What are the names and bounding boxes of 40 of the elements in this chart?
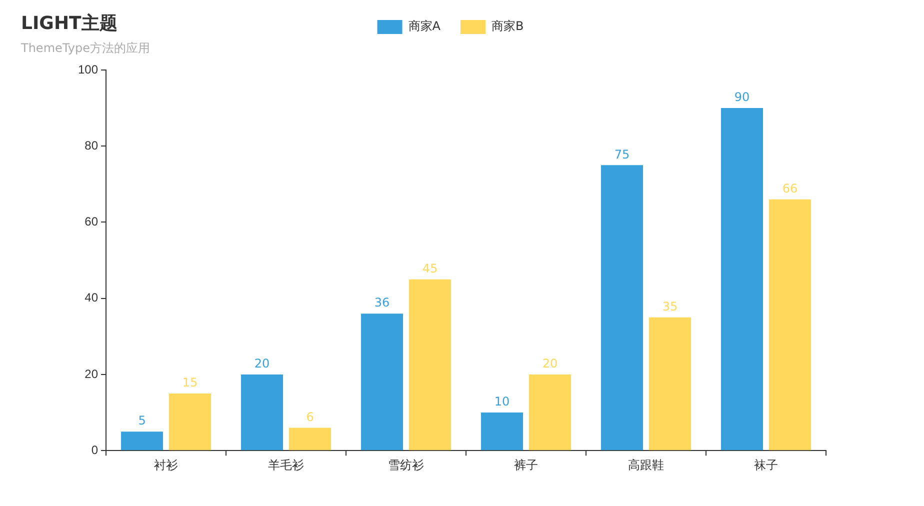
x-tick-label: 高跟鞋 — [628, 458, 664, 472]
data-label: 20 — [542, 356, 558, 371]
chart-title: LIGHT主题 — [21, 12, 118, 35]
data-label: 45 — [422, 261, 438, 276]
bar — [601, 165, 644, 450]
bar — [481, 412, 524, 450]
bar — [121, 432, 164, 450]
x-tick-label: 雪纺衫 — [388, 458, 424, 472]
bar — [721, 108, 763, 450]
data-label: 20 — [254, 356, 270, 371]
bar — [289, 428, 332, 450]
data-label: 36 — [374, 296, 390, 310]
data-label: 35 — [662, 300, 678, 314]
x-tick-label: 裤子 — [514, 458, 538, 472]
y-tick-label: 60 — [84, 214, 98, 229]
data-label: 6 — [306, 410, 314, 424]
x-tick-label: 衬衫 — [154, 458, 178, 472]
data-label: 10 — [494, 394, 510, 409]
chart-subtitle: ThemeType方法的应用 — [21, 40, 150, 57]
y-tick-label: 40 — [84, 290, 98, 305]
bar — [649, 317, 692, 450]
y-tick-label: 0 — [91, 442, 98, 457]
legend-label: 商家A — [408, 19, 442, 34]
bar — [409, 279, 452, 450]
bar — [169, 394, 212, 450]
y-tick-label: 80 — [84, 138, 98, 152]
x-tick-label: 羊毛衫 — [268, 458, 304, 472]
data-label: 75 — [614, 147, 630, 162]
bar — [529, 374, 572, 450]
data-label: 90 — [734, 90, 750, 104]
data-label: 5 — [138, 414, 146, 428]
data-label: 15 — [182, 376, 198, 390]
y-tick-label: 100 — [78, 62, 98, 76]
legend-label: 商家B — [491, 19, 524, 34]
x-tick-label: 袜子 — [754, 458, 778, 472]
y-tick-label: 20 — [84, 366, 98, 381]
bar — [241, 374, 284, 450]
bar — [769, 199, 811, 450]
bar — [361, 314, 404, 450]
data-label: 66 — [782, 182, 798, 196]
